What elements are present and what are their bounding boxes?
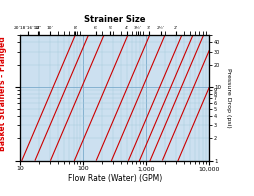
Title: Strainer Size: Strainer Size [84,15,145,24]
X-axis label: Flow Rate (Water) (GPM): Flow Rate (Water) (GPM) [67,174,161,183]
Y-axis label: Pressure Drop (psi): Pressure Drop (psi) [225,68,230,128]
Text: Basket Strainers - Flanged: Basket Strainers - Flanged [0,37,7,152]
